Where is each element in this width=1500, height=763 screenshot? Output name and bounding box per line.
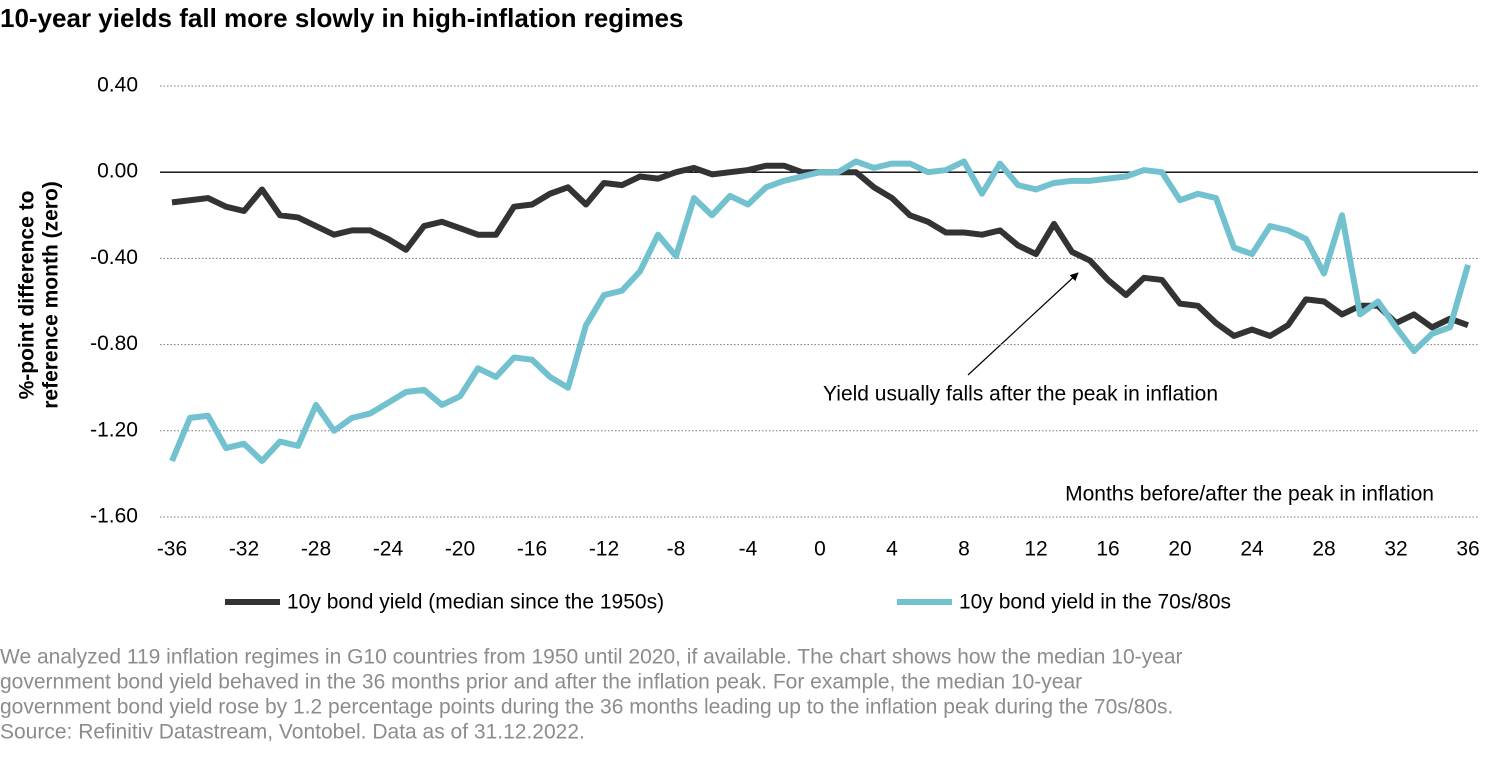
y-tick-label: -0.40 — [90, 246, 138, 269]
footnote: government bond yield rose by 1.2 percen… — [0, 696, 1173, 719]
legend-label: 10y bond yield in the 70s/80s — [959, 591, 1231, 614]
x-tick-label: 36 — [1456, 538, 1479, 561]
x-tick-label: 4 — [886, 538, 898, 561]
x-tick-label: -28 — [301, 538, 331, 561]
x-tick-label: 0 — [814, 538, 826, 561]
footnote: We analyzed 119 inflation regimes in G10… — [0, 646, 1183, 669]
legend-label: 10y bond yield (median since the 1950s) — [287, 591, 664, 614]
x-tick-label: 8 — [958, 538, 970, 561]
x-tick-label: 28 — [1312, 538, 1335, 561]
y-axis-label: %-point difference to — [16, 191, 39, 400]
x-tick-label: -20 — [445, 538, 475, 561]
chart-title: 10-year yields fall more slowly in high-… — [0, 3, 683, 33]
series-line — [171, 162, 1470, 339]
footnote: Source: Refinitiv Datastream, Vontobel. … — [0, 721, 585, 744]
x-tick-label: -4 — [739, 538, 758, 561]
x-axis-label: Months before/after the peak in inflatio… — [1065, 483, 1434, 506]
x-tick-label: 20 — [1168, 538, 1191, 561]
annotation-arrow — [967, 272, 1079, 376]
y-axis-label: reference month (zero) — [40, 181, 63, 409]
y-tick-label: 0.00 — [97, 160, 138, 183]
footnote: government bond yield behaved in the 36 … — [0, 671, 1082, 694]
y-tick-label: -1.20 — [90, 418, 138, 441]
annotation: Yield usually falls after the peak in in… — [823, 383, 1218, 406]
y-tick-label: -0.80 — [90, 332, 138, 355]
x-tick-label: -32 — [229, 538, 259, 561]
y-tick-label: -1.60 — [90, 505, 138, 528]
x-tick-label: -8 — [667, 538, 686, 561]
x-tick-label: 24 — [1240, 538, 1264, 561]
x-tick-label: -16 — [517, 538, 547, 561]
x-tick-label: -24 — [373, 538, 404, 561]
x-tick-label: 16 — [1096, 538, 1119, 561]
y-tick-label: 0.40 — [97, 74, 138, 97]
series-line — [169, 158, 1471, 464]
x-tick-label: -12 — [589, 538, 619, 561]
x-tick-label: -36 — [157, 538, 187, 561]
x-tick-label: 32 — [1384, 538, 1407, 561]
x-tick-label: 12 — [1024, 538, 1047, 561]
